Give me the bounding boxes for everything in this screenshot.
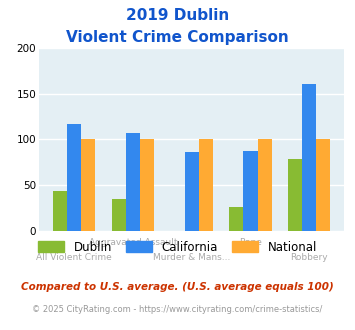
Bar xyxy=(53,191,67,231)
Bar xyxy=(112,199,126,231)
Text: Rape: Rape xyxy=(239,238,262,247)
Bar xyxy=(81,139,95,231)
Bar xyxy=(199,139,213,231)
Bar xyxy=(258,139,272,231)
Bar xyxy=(126,133,140,231)
Text: Violent Crime Comparison: Violent Crime Comparison xyxy=(66,30,289,45)
Bar xyxy=(67,124,81,231)
Bar xyxy=(140,139,154,231)
Legend: Dublin, California, National: Dublin, California, National xyxy=(32,235,323,260)
Bar xyxy=(185,152,199,231)
Text: © 2025 CityRating.com - https://www.cityrating.com/crime-statistics/: © 2025 CityRating.com - https://www.city… xyxy=(32,305,323,314)
Text: Compared to U.S. average. (U.S. average equals 100): Compared to U.S. average. (U.S. average … xyxy=(21,282,334,292)
Text: Robbery: Robbery xyxy=(290,253,328,262)
Text: Murder & Mans...: Murder & Mans... xyxy=(153,253,230,262)
Text: Aggravated Assault: Aggravated Assault xyxy=(89,238,177,247)
Text: All Violent Crime: All Violent Crime xyxy=(36,253,112,262)
Text: 2019 Dublin: 2019 Dublin xyxy=(126,8,229,23)
Bar xyxy=(288,159,302,231)
Bar xyxy=(316,139,331,231)
Bar xyxy=(244,151,258,231)
Bar xyxy=(302,83,316,231)
Bar xyxy=(229,207,244,231)
